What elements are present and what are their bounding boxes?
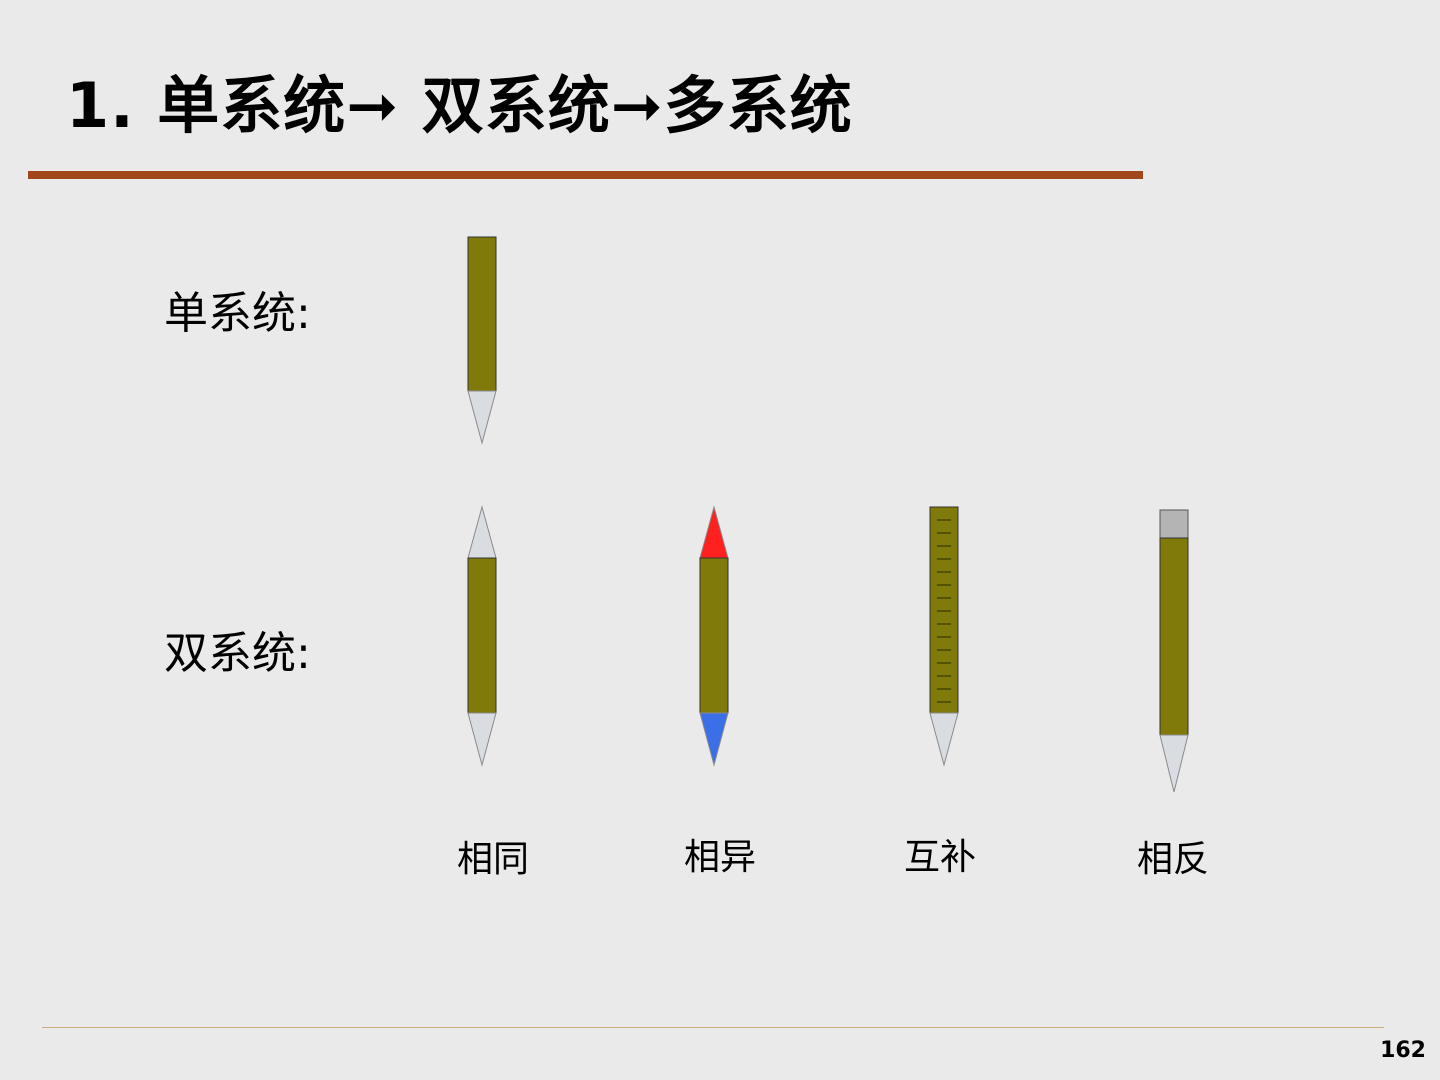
pencil-different-red-tip (699, 505, 729, 559)
pencil-same-top-tip (467, 505, 497, 559)
double-system-label: 双系统: (164, 628, 311, 679)
pencil-different-body (699, 557, 729, 714)
title-divider (28, 171, 1143, 179)
pencil-same-body (467, 557, 497, 714)
pencil-same (467, 505, 497, 767)
caption-different: 相异 (683, 837, 756, 878)
pencil-complementary-body (929, 506, 959, 714)
pencil-complementary-tip (929, 712, 959, 767)
caption-opposite: 相反 (1136, 839, 1209, 880)
pencil-same-bottom-tip (467, 712, 497, 767)
pencil-different (699, 505, 729, 767)
pencil-opposite-eraser (1159, 509, 1189, 539)
footer-divider (42, 1027, 1384, 1028)
pencil-opposite-tip (1159, 734, 1189, 793)
single-pencil-tip (467, 390, 497, 445)
page-number: 162 (1380, 1038, 1426, 1063)
slide-title: 1. 单系统➞ 双系统➞多系统 (66, 69, 853, 142)
pencil-complementary (929, 506, 959, 767)
single-system-label: 单系统: (164, 288, 311, 339)
caption-complementary: 互补 (903, 837, 976, 878)
single-pencil-body (467, 236, 497, 392)
single-pencil (467, 236, 497, 445)
pencil-different-blue-tip (699, 712, 729, 767)
pencil-opposite-body (1159, 537, 1189, 736)
pencil-opposite (1159, 509, 1189, 793)
caption-same: 相同 (456, 839, 529, 880)
ruler-scale-ticks (937, 519, 951, 703)
